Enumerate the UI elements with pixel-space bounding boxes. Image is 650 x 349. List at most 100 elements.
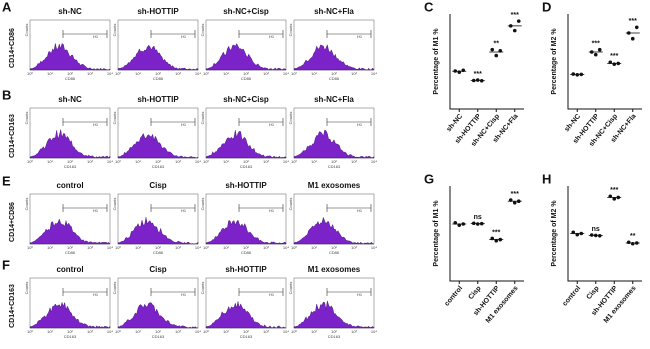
significance-label: *** (610, 187, 618, 194)
x-tick-label: 10¹ (47, 71, 53, 76)
y-axis-label: Counts (24, 112, 29, 125)
histogram (117, 133, 199, 159)
y-axis-label: Counts (288, 282, 293, 295)
x-tick-label: 10² (67, 159, 73, 164)
panel-title: sh-NC+Fla (314, 7, 354, 16)
y-axis-label: Counts (288, 112, 293, 125)
gate (326, 118, 372, 126)
gate (326, 288, 372, 296)
dot (626, 240, 631, 245)
x-axis-label: CD163 (240, 334, 253, 339)
x-tick-label: 10¹ (135, 71, 141, 76)
dot (512, 28, 517, 33)
y-axis-label: Counts (24, 24, 29, 37)
x-tick-label: 10² (155, 159, 161, 164)
x-tick-label: 10⁴ (107, 159, 113, 164)
significance-label: *** (511, 12, 519, 19)
axis (567, 14, 642, 110)
row-label: CD14+CD163 (9, 114, 16, 158)
dot (612, 62, 617, 66)
gate-label: H1 (181, 34, 187, 39)
x-tick-label: 10⁰ (27, 159, 33, 164)
x-tick-label: 10¹ (223, 329, 229, 334)
histogram (29, 43, 111, 71)
x-tick-label: 10³ (175, 329, 181, 334)
gate (238, 118, 284, 126)
gate-label: H1 (357, 122, 363, 127)
y-axis-label: Counts (200, 198, 205, 211)
panel-title: Cisp (149, 181, 166, 190)
dot (630, 241, 635, 246)
x-tick-label: 10⁰ (203, 245, 209, 250)
panel-letter: B (2, 87, 11, 102)
gate (62, 118, 108, 126)
x-tick-label: 10³ (87, 159, 93, 164)
gate-label: H1 (93, 34, 99, 39)
x-tick-label: 10³ (175, 71, 181, 76)
histogram (117, 44, 199, 71)
x-tick-label: 10⁰ (27, 329, 33, 334)
x-tick-label: 10¹ (223, 71, 229, 76)
panel-title: M1 exosomes (308, 181, 361, 190)
row-label: CD14+CD86 (9, 28, 16, 68)
x-tick-label: 10¹ (311, 159, 317, 164)
histogram (205, 219, 287, 245)
y-axis-label: Counts (112, 112, 117, 125)
x-tick-label: 10² (243, 71, 249, 76)
panel-letter: A (2, 0, 12, 14)
x-tick-label: 10⁰ (291, 329, 297, 334)
x-axis-label: CD163 (240, 164, 253, 169)
significance-label: *** (474, 71, 482, 78)
gate (326, 30, 372, 38)
x-tick-label: 10⁰ (115, 71, 121, 76)
x-tick-label: 10⁴ (371, 329, 377, 334)
gate-label: H1 (269, 34, 275, 39)
histogram (205, 301, 287, 329)
gate (62, 288, 108, 296)
x-tick-label: 10² (155, 329, 161, 334)
gate-label: H1 (181, 208, 187, 213)
x-tick-label: sh-NC (446, 113, 465, 133)
panel-title: sh-HOTTIP (137, 7, 179, 16)
gate (62, 204, 108, 212)
histogram (293, 300, 375, 329)
x-tick-label: 10² (67, 245, 73, 250)
panel-title: control (56, 265, 83, 274)
x-tick-label: 10¹ (47, 159, 53, 164)
x-axis-label: CD163 (152, 164, 165, 169)
x-tick-label: 10³ (351, 245, 357, 250)
gate (150, 118, 196, 126)
histogram (293, 129, 375, 159)
x-axis-label: CD163 (64, 334, 77, 339)
significance-label: ns (592, 226, 600, 233)
x-tick-label: 10¹ (311, 71, 317, 76)
dot (475, 78, 480, 82)
dot (516, 19, 521, 23)
x-tick-label: 10⁰ (203, 329, 209, 334)
x-axis-label: CD163 (328, 334, 341, 339)
x-tick-label: 10² (67, 329, 73, 334)
panel-title: sh-HOTTIP (225, 181, 267, 190)
y-axis-label: Counts (112, 24, 117, 37)
significance-label: ns (474, 214, 482, 221)
y-axis-label: Percentage of M1 % (433, 200, 440, 267)
significance-label: *** (511, 191, 519, 198)
dot (593, 52, 598, 57)
x-tick-label: 10⁰ (291, 245, 297, 250)
x-tick-label: 10⁴ (195, 329, 201, 334)
x-tick-label: 10³ (87, 71, 93, 76)
gate-label: H1 (269, 208, 275, 213)
x-tick-label: 10⁴ (195, 245, 201, 250)
x-tick-label: 10² (155, 71, 161, 76)
axis (449, 14, 524, 110)
x-tick-label: 10⁴ (195, 159, 201, 164)
dot (634, 25, 639, 30)
x-axis-label: CD86 (65, 76, 76, 81)
histogram (29, 301, 111, 329)
x-axis-label: CD86 (329, 76, 340, 81)
significance-label: *** (610, 53, 618, 60)
gate-label: H1 (93, 208, 99, 213)
panel-title: sh-NC (58, 95, 82, 104)
gate-label: H1 (181, 122, 187, 127)
x-tick-label: 10⁴ (195, 71, 201, 76)
